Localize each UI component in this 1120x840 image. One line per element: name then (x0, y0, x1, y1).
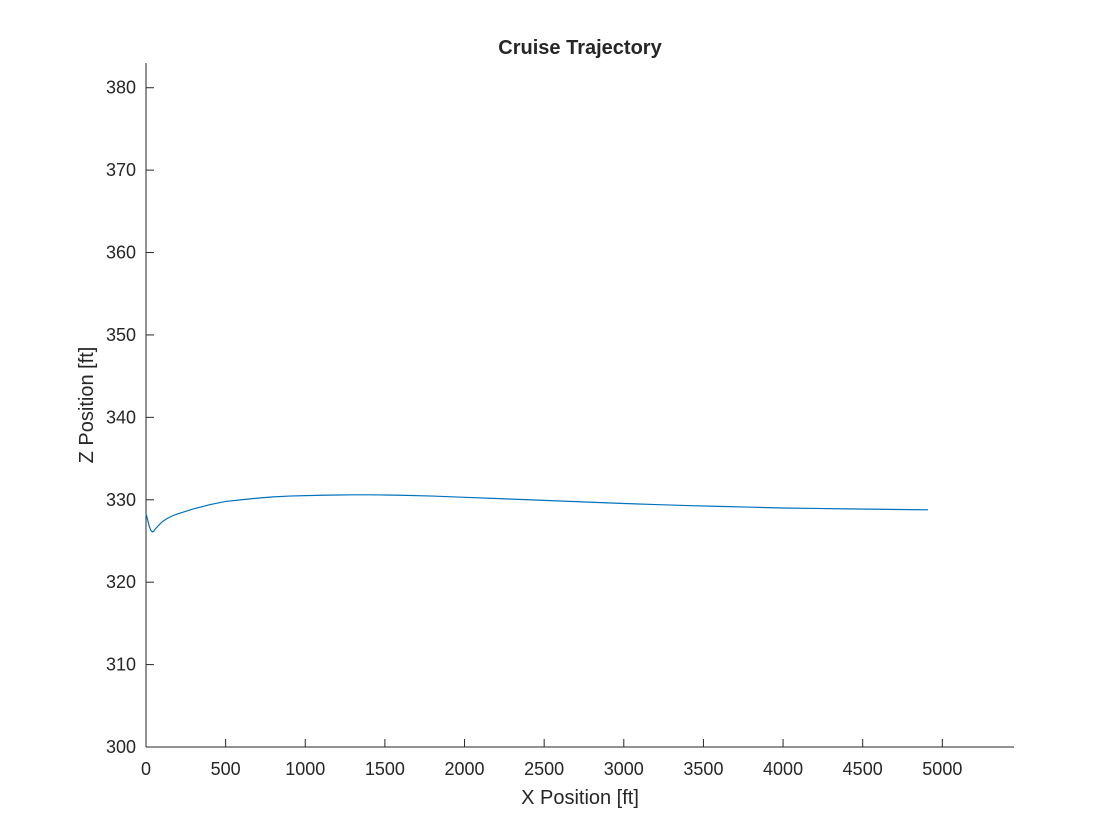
x-tick-label: 2500 (524, 759, 564, 779)
x-tick-label: 3500 (683, 759, 723, 779)
x-tick-label: 3000 (604, 759, 644, 779)
y-tick-label: 300 (106, 737, 136, 757)
y-axis-label: Z Position [ft] (76, 347, 98, 464)
y-tick-label: 360 (106, 243, 136, 263)
y-tick-label: 310 (106, 655, 136, 675)
x-tick-label: 500 (211, 759, 241, 779)
x-tick-label: 5000 (922, 759, 962, 779)
y-tick-label: 340 (106, 407, 136, 427)
chart-title: Cruise Trajectory (498, 37, 662, 59)
y-tick-label: 370 (106, 160, 136, 180)
plot-area: 0 500 1000 1500 2000 2500 3000 3500 4000 4500 5000… (106, 63, 1014, 779)
x-tick-label: 4500 (843, 759, 883, 779)
x-tick-label: 2000 (445, 759, 485, 779)
y-tick-label: 320 (106, 572, 136, 592)
x-tick-label: 4000 (763, 759, 803, 779)
x-axis-ticks: 0 500 1000 1500 2000 2500 3000 3500 4000 4500 5000 (141, 739, 962, 779)
trajectory-line (145, 494, 929, 533)
y-tick-label: 330 (106, 490, 136, 510)
x-tick-label: 1500 (365, 759, 405, 779)
x-tick-label: 0 (141, 759, 151, 779)
y-tick-label: 350 (106, 325, 136, 345)
x-tick-label: 1000 (285, 759, 325, 779)
y-tick-label: 380 (106, 78, 136, 98)
x-axis-label: X Position [ft] (521, 787, 639, 809)
y-axis-ticks: 300 310 320 330 340 350 360 370 380 (106, 78, 154, 757)
